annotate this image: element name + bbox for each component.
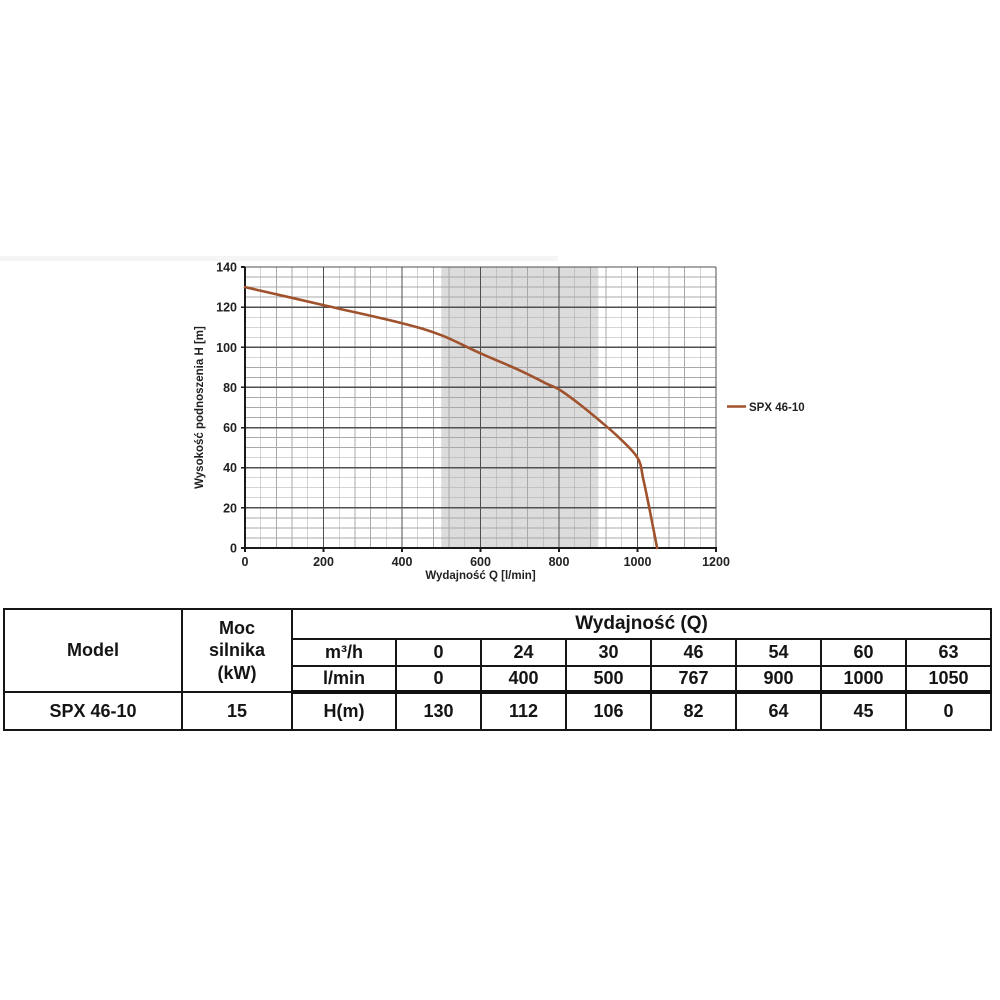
y-tick-label: 20 bbox=[223, 501, 237, 515]
head-value: 64 bbox=[735, 691, 822, 731]
head-value: 130 bbox=[395, 691, 482, 731]
x-tick-label: 1200 bbox=[702, 555, 730, 569]
head-value: 82 bbox=[650, 691, 737, 731]
motor-power-header: Moc silnika (kW) bbox=[181, 608, 293, 693]
m3h-value: 54 bbox=[735, 638, 822, 667]
m3h-value: 30 bbox=[565, 638, 652, 667]
pump-curve bbox=[243, 285, 659, 550]
x-tick-label: 1000 bbox=[624, 555, 652, 569]
capacity-header: Wydajność (Q) bbox=[290, 608, 993, 640]
m3h-value: 46 bbox=[650, 638, 737, 667]
lmin-value: 1000 bbox=[820, 665, 907, 694]
tick-labels: 0 200 400 600 800 1000 1200 0 20 40 60 80 100 120 140 bbox=[216, 261, 730, 570]
x-tick-label: 600 bbox=[470, 555, 491, 569]
spec-table: Model Moc silnika (kW) Wydajność (Q) m³/… bbox=[3, 608, 993, 731]
scan-artifact-strip bbox=[0, 256, 558, 261]
head-value: 0 bbox=[904, 691, 993, 731]
axes bbox=[241, 266, 717, 552]
model-header: Model bbox=[3, 608, 183, 693]
head-value: 45 bbox=[820, 691, 907, 731]
y-tick-label: 60 bbox=[223, 421, 237, 435]
y-tick-label: 120 bbox=[216, 301, 237, 315]
y-tick-label: 0 bbox=[230, 542, 237, 556]
unit-label-m3h: m³/h bbox=[291, 638, 397, 667]
model-name-cell: SPX 46-10 bbox=[3, 691, 183, 731]
x-tick-label: 200 bbox=[313, 555, 334, 569]
m3h-value: 63 bbox=[904, 638, 993, 667]
y-tick-label: 100 bbox=[216, 341, 237, 355]
m3h-value: 60 bbox=[820, 638, 907, 667]
legend: SPX 46-10 bbox=[727, 402, 805, 414]
lmin-value: 400 bbox=[480, 665, 567, 694]
axis-titles: Wydajność Q [l/min] Wysokość podnoszenia … bbox=[194, 326, 536, 582]
unit-label-lmin: l/min bbox=[291, 665, 397, 694]
head-row-label: H(m) bbox=[291, 691, 397, 731]
lmin-value: 500 bbox=[565, 665, 652, 694]
x-tick-label: 0 bbox=[242, 555, 249, 569]
motor-power-cell: 15 bbox=[181, 691, 293, 731]
head-value: 106 bbox=[565, 691, 652, 731]
lmin-value: 1050 bbox=[904, 665, 993, 694]
lmin-value: 0 bbox=[395, 665, 482, 694]
head-value: 112 bbox=[480, 691, 567, 731]
y-tick-label: 140 bbox=[216, 261, 237, 275]
y-tick-label: 40 bbox=[223, 461, 237, 475]
x-tick-label: 400 bbox=[392, 555, 413, 569]
y-axis-title: Wysokość podnoszenia H [m] bbox=[194, 326, 206, 489]
legend-label: SPX 46-10 bbox=[749, 402, 805, 414]
lmin-value: 900 bbox=[735, 665, 822, 694]
pump-performance-chart: 0 200 400 600 800 1000 1200 0 20 40 60 80 100 120 140 W… bbox=[194, 261, 805, 583]
x-tick-label: 800 bbox=[549, 555, 570, 569]
m3h-value: 0 bbox=[395, 638, 482, 667]
y-tick-label: 80 bbox=[223, 381, 237, 395]
lmin-value: 767 bbox=[650, 665, 737, 694]
x-axis-title: Wydajność Q [l/min] bbox=[425, 570, 535, 582]
m3h-value: 24 bbox=[480, 638, 567, 667]
